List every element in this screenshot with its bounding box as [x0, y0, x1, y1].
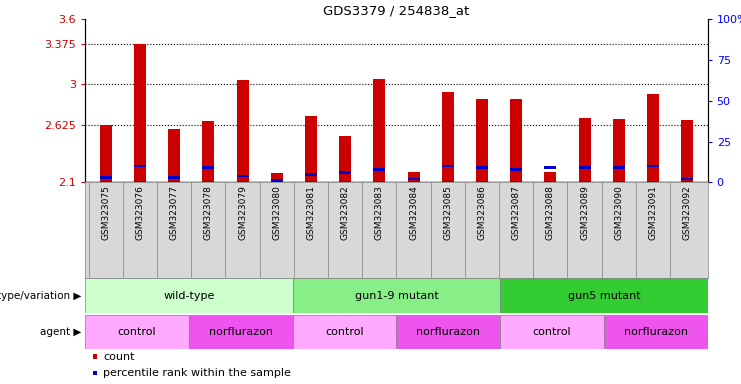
Text: GSM323092: GSM323092	[682, 185, 691, 240]
Bar	[396, 315, 500, 349]
Bar	[373, 79, 385, 182]
Bar	[85, 278, 293, 313]
Text: GSM323086: GSM323086	[477, 185, 486, 240]
Bar	[500, 315, 604, 349]
Bar	[510, 168, 522, 171]
Bar	[305, 173, 317, 175]
Text: GSM323078: GSM323078	[204, 185, 213, 240]
Bar	[236, 174, 248, 177]
Bar	[202, 121, 214, 182]
Text: GSM323088: GSM323088	[546, 185, 555, 240]
Bar	[293, 278, 500, 313]
Bar	[604, 315, 708, 349]
Text: GSM323080: GSM323080	[272, 185, 282, 240]
Bar	[545, 166, 556, 169]
Text: GSM323081: GSM323081	[307, 185, 316, 240]
Text: norflurazon: norflurazon	[624, 327, 688, 337]
Bar	[442, 92, 453, 182]
Bar	[168, 129, 180, 182]
Text: GSM323077: GSM323077	[170, 185, 179, 240]
Text: control: control	[533, 327, 571, 337]
Text: GSM323089: GSM323089	[580, 185, 589, 240]
Text: GSM323087: GSM323087	[511, 185, 521, 240]
Bar	[202, 166, 214, 169]
Bar	[270, 173, 283, 182]
Bar	[442, 165, 453, 167]
Bar	[408, 178, 419, 180]
Bar	[339, 136, 351, 182]
Text: GSM323091: GSM323091	[648, 185, 657, 240]
Bar	[647, 165, 659, 167]
Text: wild-type: wild-type	[163, 291, 215, 301]
Text: GSM323076: GSM323076	[136, 185, 144, 240]
Bar	[236, 80, 248, 182]
Bar	[293, 315, 396, 349]
Bar	[476, 166, 488, 169]
Bar	[134, 165, 146, 167]
Bar	[408, 172, 419, 182]
Bar	[85, 315, 189, 349]
Text: GSM323075: GSM323075	[102, 185, 110, 240]
Text: norflurazon: norflurazon	[209, 327, 273, 337]
Text: control: control	[118, 327, 156, 337]
Text: count: count	[103, 352, 135, 362]
Bar	[500, 278, 708, 313]
Bar	[579, 166, 591, 169]
Text: GSM323090: GSM323090	[614, 185, 623, 240]
Bar	[545, 172, 556, 182]
Bar	[100, 125, 112, 182]
Bar	[579, 118, 591, 182]
Bar	[647, 94, 659, 182]
Bar	[613, 119, 625, 182]
Text: GSM323084: GSM323084	[409, 185, 418, 240]
Bar	[681, 178, 693, 180]
Text: agent ▶: agent ▶	[40, 327, 82, 337]
Text: control: control	[325, 327, 364, 337]
Text: GSM323082: GSM323082	[341, 185, 350, 240]
Text: GSM323079: GSM323079	[238, 185, 247, 240]
Bar	[681, 121, 693, 182]
Bar	[134, 44, 146, 182]
Text: percentile rank within the sample: percentile rank within the sample	[103, 368, 291, 378]
Bar	[510, 99, 522, 182]
Text: GSM323085: GSM323085	[443, 185, 452, 240]
Bar	[168, 176, 180, 179]
Bar	[476, 99, 488, 182]
Text: gun5 mutant: gun5 mutant	[568, 291, 640, 301]
Bar	[613, 166, 625, 169]
Text: gun1-9 mutant: gun1-9 mutant	[354, 291, 439, 301]
Bar	[373, 168, 385, 171]
Bar	[189, 315, 293, 349]
Bar	[339, 171, 351, 174]
Bar	[100, 176, 112, 179]
Text: norflurazon: norflurazon	[416, 327, 480, 337]
Text: genotype/variation ▶: genotype/variation ▶	[0, 291, 82, 301]
Bar	[270, 179, 283, 182]
Title: GDS3379 / 254838_at: GDS3379 / 254838_at	[323, 3, 470, 17]
Bar	[305, 116, 317, 182]
Text: GSM323083: GSM323083	[375, 185, 384, 240]
